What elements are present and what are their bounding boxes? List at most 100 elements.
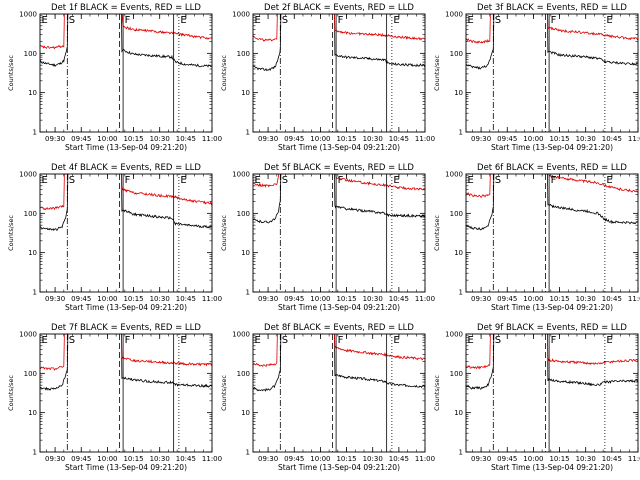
x-tick-label: 10:30: [576, 135, 596, 143]
y-tick-label: 1: [33, 289, 37, 297]
x-tick-label: 10:15: [549, 135, 569, 143]
chart-title: Det 4f BLACK = Events, RED = LLD: [51, 163, 201, 173]
marker-label: F: [125, 175, 131, 186]
x-tick-label: 11:00: [415, 455, 435, 463]
marker-label: F: [338, 15, 344, 26]
x-tick-label: 11:00: [415, 135, 435, 143]
series-line-lld: [466, 14, 638, 44]
y-tick-label: 100: [237, 370, 250, 378]
y-tick-label: 1000: [445, 171, 463, 179]
marker-label: F: [125, 15, 131, 26]
plot-area: [253, 334, 425, 392]
x-tick-label: 10:15: [123, 295, 143, 303]
y-axis-label: Counts/sec: [220, 375, 228, 411]
x-tick-label: 10:15: [123, 135, 143, 143]
plot-area: [40, 14, 212, 68]
marker-label: S: [69, 175, 75, 186]
axes-frame: [39, 13, 213, 133]
y-tick-label: 1: [246, 129, 250, 137]
x-tick-label: 10:15: [549, 295, 569, 303]
chart-panel: Det 9f BLACK = Events, RED = LLD Counts/s…: [433, 323, 640, 472]
y-axis-label: Counts/sec: [433, 215, 441, 251]
x-tick-label: 10:00: [523, 295, 543, 303]
y-tick-label: 10: [454, 89, 463, 97]
chart-panel: Det 4f BLACK = Events, RED = LLD Counts/s…: [7, 163, 222, 312]
x-tick-label: 09:45: [71, 135, 91, 143]
series-line-events: [466, 174, 638, 231]
axes-frame: [252, 173, 426, 293]
x-tick-label: 10:45: [602, 135, 622, 143]
x-tick-label: 11:00: [628, 455, 640, 463]
x-axis-label: Start Time (13-Sep-04 09:21:20): [491, 143, 613, 152]
marker-label: E: [42, 335, 48, 346]
x-tick-label: 10:00: [97, 455, 117, 463]
marker-label: S: [282, 335, 288, 346]
series-line-events: [466, 14, 638, 70]
marker-label: S: [282, 175, 288, 186]
x-tick-label: 10:30: [363, 455, 383, 463]
plot-area: [40, 174, 212, 232]
x-tick-label: 10:30: [150, 295, 170, 303]
x-tick-label: 09:45: [284, 135, 304, 143]
y-axis-label: Counts/sec: [433, 55, 441, 91]
marker-label: E: [42, 15, 48, 26]
axes-frame: [465, 13, 639, 133]
marker-label: F: [338, 335, 344, 346]
x-tick-label: 10:15: [336, 455, 356, 463]
plot-area: [466, 334, 638, 390]
plot-area: [466, 14, 638, 70]
y-tick-label: 1: [459, 449, 463, 457]
axes-frame: [465, 333, 639, 453]
x-tick-label: 09:30: [45, 135, 65, 143]
x-tick-label: 09:30: [258, 135, 278, 143]
x-tick-label: 09:45: [497, 295, 517, 303]
chart-panel: Det 7f BLACK = Events, RED = LLD Counts/s…: [7, 323, 222, 472]
x-tick-label: 09:30: [471, 295, 491, 303]
y-tick-label: 100: [450, 50, 463, 58]
marker-label: S: [282, 15, 288, 26]
marker-label: E: [606, 15, 612, 26]
marker-label: E: [180, 335, 186, 346]
marker-label: E: [393, 335, 399, 346]
y-tick-label: 100: [450, 370, 463, 378]
series-line-lld: [253, 334, 425, 368]
axes-frame: [252, 333, 426, 453]
marker-label: S: [495, 15, 501, 26]
y-tick-label: 10: [454, 409, 463, 417]
y-axis-label: Counts/sec: [7, 215, 15, 251]
y-tick-label: 1: [246, 289, 250, 297]
chart-panel: Det 6f BLACK = Events, RED = LLD Counts/s…: [433, 163, 640, 312]
y-tick-label: 1000: [445, 331, 463, 339]
marker-label: S: [69, 15, 75, 26]
chart-title: Det 9f BLACK = Events, RED = LLD: [477, 323, 627, 333]
y-axis-label: Counts/sec: [220, 215, 228, 251]
y-tick-label: 1: [459, 129, 463, 137]
marker-label: S: [495, 175, 501, 186]
chart-title: Det 5f BLACK = Events, RED = LLD: [264, 163, 414, 173]
x-tick-label: 10:15: [123, 455, 143, 463]
marker-label: E: [255, 15, 261, 26]
y-tick-label: 10: [28, 409, 37, 417]
marker-label: S: [495, 335, 501, 346]
y-axis-label: Counts/sec: [433, 375, 441, 411]
x-tick-label: 10:00: [310, 135, 330, 143]
series-line-events: [40, 174, 212, 232]
marker-label: F: [338, 175, 344, 186]
chart-title: Det 8f BLACK = Events, RED = LLD: [264, 323, 414, 333]
plot-area: [253, 14, 425, 72]
chart-title: Det 6f BLACK = Events, RED = LLD: [477, 163, 627, 173]
chart-panel: Det 5f BLACK = Events, RED = LLD Counts/s…: [220, 163, 435, 312]
y-tick-label: 10: [454, 249, 463, 257]
y-tick-label: 100: [450, 210, 463, 218]
x-tick-label: 10:15: [549, 455, 569, 463]
y-tick-label: 1000: [19, 331, 37, 339]
y-tick-label: 100: [24, 370, 37, 378]
marker-label: F: [551, 175, 557, 186]
x-tick-label: 10:30: [150, 135, 170, 143]
x-tick-label: 11:00: [628, 295, 640, 303]
marker-label: E: [180, 175, 186, 186]
x-tick-label: 09:45: [71, 295, 91, 303]
x-tick-label: 10:00: [97, 135, 117, 143]
chart-panel: Det 2f BLACK = Events, RED = LLD Counts/s…: [220, 3, 435, 152]
